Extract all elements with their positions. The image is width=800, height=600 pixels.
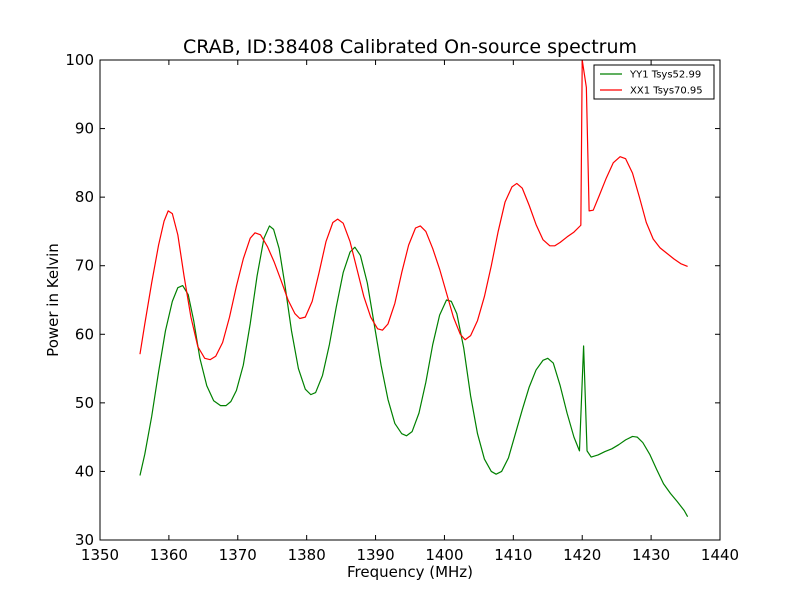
y-tick-label: 50 — [75, 394, 94, 412]
y-tick-label: 70 — [75, 257, 94, 275]
legend-box — [593, 64, 715, 100]
x-tick-label: 1410 — [494, 546, 532, 564]
x-tick-label: 1350 — [81, 546, 119, 564]
x-axis-label: Frequency (MHz) — [347, 563, 473, 581]
y-axis: 30 40 50 60 70 80 90 100 — [65, 51, 720, 549]
series-line-yy1 — [139, 225, 689, 517]
x-tick-label: 1440 — [701, 546, 739, 564]
legend: YY1 Tsys52.99 XX1 Tsys70.95 — [593, 64, 715, 100]
plot-frame — [99, 59, 721, 541]
chart-title: CRAB, ID:38408 Calibrated On-source spec… — [183, 36, 637, 58]
x-tick-label: 1370 — [219, 546, 257, 564]
x-tick-label: 1360 — [150, 546, 188, 564]
y-tick-label: 30 — [75, 531, 94, 549]
y-tick-label: 80 — [75, 188, 94, 206]
x-tick-label: 1430 — [632, 546, 670, 564]
x-tick-label: 1380 — [288, 546, 326, 564]
x-axis: 1350 1360 1370 1380 1390 1400 1410 1420 1430 1440 — [81, 60, 739, 564]
y-tick-label: 40 — [75, 462, 94, 480]
y-tick-label: 60 — [75, 325, 94, 343]
y-axis-label: Power in Kelvin — [44, 243, 62, 357]
x-tick-label: 1420 — [563, 546, 601, 564]
legend-label: XX1 Tsys70.95 — [630, 86, 703, 97]
series-layer — [139, 60, 689, 517]
y-tick-label: 100 — [65, 51, 94, 69]
y-tick-label: 90 — [75, 120, 94, 138]
series-line-xx1 — [139, 60, 688, 361]
x-tick-label: 1390 — [356, 546, 394, 564]
legend-label: YY1 Tsys52.99 — [629, 70, 701, 81]
x-tick-label: 1400 — [425, 546, 463, 564]
